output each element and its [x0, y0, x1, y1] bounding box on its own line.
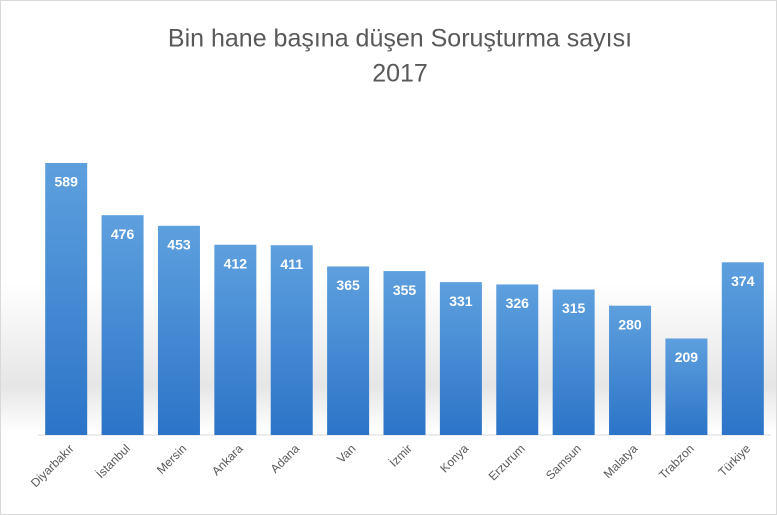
data-label: 331: [449, 293, 473, 309]
data-label: 589: [55, 174, 79, 190]
bar: [327, 266, 370, 435]
data-label: 453: [167, 237, 191, 253]
bar: [552, 289, 595, 435]
bar: [665, 338, 708, 435]
bar: [496, 284, 539, 435]
bar: [157, 225, 200, 435]
data-label: 280: [618, 316, 642, 332]
data-label: 374: [731, 273, 755, 289]
bar: [721, 262, 764, 435]
bar: [214, 244, 257, 435]
data-label: 209: [675, 349, 699, 365]
bar: [383, 271, 426, 435]
data-label: 315: [562, 300, 586, 316]
bar: [439, 282, 482, 435]
bar: [101, 215, 144, 435]
bar: [609, 305, 652, 435]
bar: [45, 163, 88, 435]
data-label: 355: [393, 282, 417, 298]
bar: [270, 245, 313, 435]
data-label: 476: [111, 226, 135, 242]
chart-subtitle: 2017: [372, 60, 428, 88]
data-label: 412: [224, 255, 248, 271]
data-label: 326: [506, 295, 530, 311]
data-label: 365: [336, 277, 360, 293]
chart-title: Bin hane başına düşen Soruşturma sayısı: [168, 25, 632, 53]
data-label: 411: [280, 256, 303, 272]
